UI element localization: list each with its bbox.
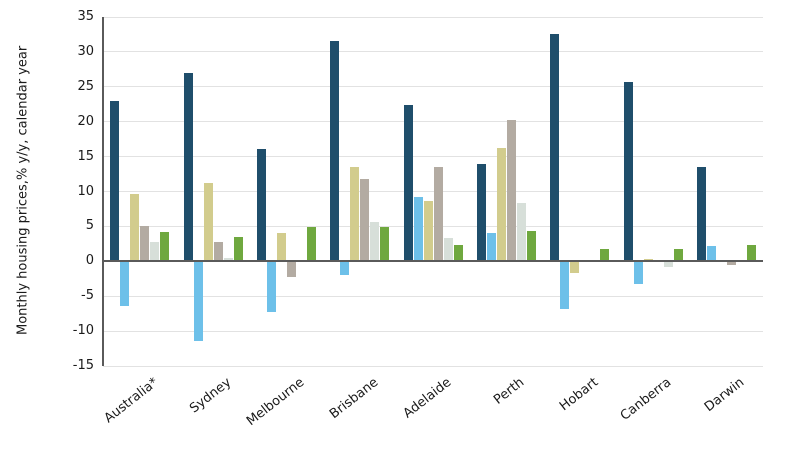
bar xyxy=(380,227,390,262)
bar xyxy=(286,261,296,278)
bar xyxy=(726,261,736,265)
bar xyxy=(516,202,526,262)
bar xyxy=(360,178,370,262)
gridline-30 xyxy=(103,51,763,53)
gridline-10 xyxy=(103,191,763,192)
bar xyxy=(110,100,120,262)
bar xyxy=(223,257,233,262)
bar xyxy=(560,261,570,310)
gridline-25 xyxy=(103,86,763,88)
plot-area xyxy=(102,16,763,367)
bar xyxy=(526,231,536,262)
x-tick-label: Darwin xyxy=(702,375,748,416)
bar xyxy=(403,104,413,262)
y-tick-label: -10 xyxy=(72,323,94,339)
bar xyxy=(570,261,580,274)
y-axis-title: Monthly housing prices, % y/y, calendar … xyxy=(4,10,44,370)
bar xyxy=(183,72,193,262)
bar xyxy=(340,261,350,276)
x-tick-label: Australia* xyxy=(101,375,161,427)
bar xyxy=(276,232,286,262)
y-tick-label: 30 xyxy=(77,43,94,59)
bar xyxy=(486,232,496,262)
x-tick-label: Canberra xyxy=(617,375,675,424)
gridline-15 xyxy=(103,156,763,158)
gridline-5 xyxy=(103,225,763,227)
y-axis-line xyxy=(102,17,104,366)
y-tick-label: 35 xyxy=(77,9,94,24)
bar xyxy=(120,261,130,306)
bar xyxy=(600,248,610,262)
y-tick-label: 25 xyxy=(77,78,94,94)
bar xyxy=(160,231,170,262)
bar xyxy=(413,197,423,262)
bar xyxy=(706,245,716,262)
x-tick-label: Melbourne xyxy=(244,375,308,430)
bar xyxy=(673,249,683,262)
y-tick-label: 5 xyxy=(85,218,94,234)
bar xyxy=(623,81,633,262)
gridline--5 xyxy=(103,295,763,297)
bar xyxy=(496,148,506,262)
bar xyxy=(266,261,276,312)
bar xyxy=(476,163,486,262)
bar xyxy=(306,227,316,262)
gridline-20 xyxy=(103,121,763,123)
gridline--10 xyxy=(103,330,763,332)
bar xyxy=(233,236,243,262)
bar xyxy=(256,148,266,262)
bar xyxy=(550,33,560,262)
y-tick-label: 20 xyxy=(77,113,94,129)
bar xyxy=(746,244,756,262)
bar xyxy=(453,244,463,262)
bar xyxy=(330,41,340,262)
bar xyxy=(506,120,516,262)
gridline--15 xyxy=(103,365,763,367)
x-tick-label: Hobart xyxy=(556,375,601,415)
y-axis-title-line2: % y/y, calendar year xyxy=(15,45,31,180)
x-axis-zero-line xyxy=(103,260,763,263)
bar xyxy=(370,221,380,262)
bar xyxy=(140,226,150,262)
bar xyxy=(350,167,360,262)
bar xyxy=(193,261,203,341)
x-tick-label: Brisbane xyxy=(326,375,381,422)
gridline-35 xyxy=(103,16,763,18)
y-tick-label: 0 xyxy=(85,253,94,269)
bar xyxy=(213,241,223,262)
x-tick-label: Adelaide xyxy=(400,375,455,422)
y-tick-label: 10 xyxy=(77,183,94,199)
bar xyxy=(696,167,706,262)
bar xyxy=(423,200,433,262)
y-tick-label: -15 xyxy=(72,358,94,373)
bar xyxy=(633,261,643,284)
y-axis-title-line1: Monthly housing prices, xyxy=(15,179,31,335)
bar xyxy=(433,167,443,262)
bar xyxy=(643,258,653,262)
x-tick-label: Perth xyxy=(491,375,528,408)
x-tick-label: Sydney xyxy=(187,375,235,417)
bar xyxy=(150,242,160,262)
bar xyxy=(203,183,213,262)
y-tick-label: -5 xyxy=(81,288,94,304)
y-tick-label: 15 xyxy=(77,148,94,164)
bar xyxy=(663,261,673,267)
bar xyxy=(443,237,453,262)
bar xyxy=(130,193,140,262)
